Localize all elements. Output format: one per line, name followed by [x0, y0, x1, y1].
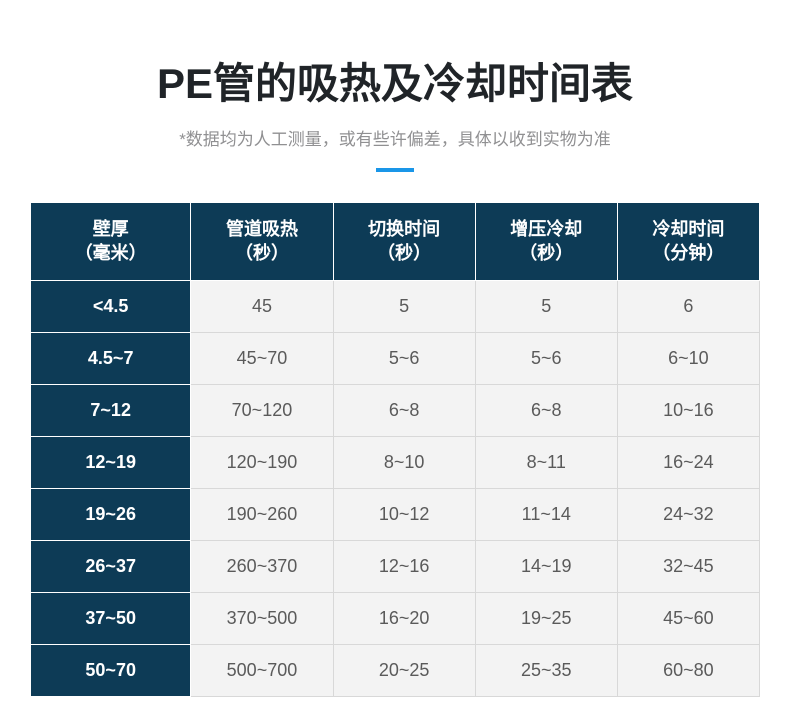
data-cell: 6~8: [333, 384, 475, 436]
table-row: 26~37 260~370 12~16 14~19 32~45: [31, 540, 760, 592]
data-cell: 8~11: [475, 436, 617, 488]
data-cell: 14~19: [475, 540, 617, 592]
data-cell: 24~32: [617, 488, 759, 540]
page-subtitle: *数据均为人工测量，或有些许偏差，具体以收到实物为准: [30, 125, 760, 150]
col-header: 管道吸热（秒）: [191, 203, 333, 281]
row-header: 19~26: [31, 488, 191, 540]
data-cell: 16~24: [617, 436, 759, 488]
data-cell: 5~6: [333, 332, 475, 384]
data-cell: 19~25: [475, 592, 617, 644]
data-cell: 11~14: [475, 488, 617, 540]
table-body: <4.5 45 5 5 6 4.5~7 45~70 5~6 5~6 6~10 7…: [31, 280, 760, 696]
row-header: 12~19: [31, 436, 191, 488]
col-header: 增压冷却（秒）: [475, 203, 617, 281]
data-cell: 5: [475, 280, 617, 332]
row-header: 7~12: [31, 384, 191, 436]
data-cell: 6: [617, 280, 759, 332]
col-header: 冷却时间（分钟）: [617, 203, 759, 281]
data-cell: 16~20: [333, 592, 475, 644]
table-row: 4.5~7 45~70 5~6 5~6 6~10: [31, 332, 760, 384]
data-cell: 500~700: [191, 644, 333, 696]
data-cell: 60~80: [617, 644, 759, 696]
title-underline: [376, 168, 414, 172]
row-header: 50~70: [31, 644, 191, 696]
data-cell: 45~60: [617, 592, 759, 644]
row-header: <4.5: [31, 280, 191, 332]
data-cell: 5: [333, 280, 475, 332]
data-cell: 10~12: [333, 488, 475, 540]
data-table: 壁厚（毫米） 管道吸热（秒） 切换时间（秒） 增压冷却（秒） 冷却时间（分钟） …: [30, 202, 760, 697]
data-cell: 370~500: [191, 592, 333, 644]
row-header: 37~50: [31, 592, 191, 644]
data-cell: 5~6: [475, 332, 617, 384]
row-header: 26~37: [31, 540, 191, 592]
data-cell: 6~10: [617, 332, 759, 384]
data-cell: 32~45: [617, 540, 759, 592]
col-header: 壁厚（毫米）: [31, 203, 191, 281]
data-cell: 10~16: [617, 384, 759, 436]
table-header-row: 壁厚（毫米） 管道吸热（秒） 切换时间（秒） 增压冷却（秒） 冷却时间（分钟）: [31, 203, 760, 281]
data-cell: 25~35: [475, 644, 617, 696]
data-cell: 45: [191, 280, 333, 332]
page-title: PE管的吸热及冷却时间表: [30, 50, 760, 111]
data-cell: 6~8: [475, 384, 617, 436]
data-cell: 45~70: [191, 332, 333, 384]
table-row: 7~12 70~120 6~8 6~8 10~16: [31, 384, 760, 436]
data-cell: 20~25: [333, 644, 475, 696]
data-cell: 190~260: [191, 488, 333, 540]
data-cell: 8~10: [333, 436, 475, 488]
table-row: 50~70 500~700 20~25 25~35 60~80: [31, 644, 760, 696]
table-row: 19~26 190~260 10~12 11~14 24~32: [31, 488, 760, 540]
table-row: 12~19 120~190 8~10 8~11 16~24: [31, 436, 760, 488]
page-container: PE管的吸热及冷却时间表 *数据均为人工测量，或有些许偏差，具体以收到实物为准 …: [0, 0, 790, 727]
row-header: 4.5~7: [31, 332, 191, 384]
data-cell: 260~370: [191, 540, 333, 592]
table-row: <4.5 45 5 5 6: [31, 280, 760, 332]
data-cell: 70~120: [191, 384, 333, 436]
data-cell: 12~16: [333, 540, 475, 592]
table-row: 37~50 370~500 16~20 19~25 45~60: [31, 592, 760, 644]
table-head: 壁厚（毫米） 管道吸热（秒） 切换时间（秒） 增压冷却（秒） 冷却时间（分钟）: [31, 203, 760, 281]
data-cell: 120~190: [191, 436, 333, 488]
col-header: 切换时间（秒）: [333, 203, 475, 281]
